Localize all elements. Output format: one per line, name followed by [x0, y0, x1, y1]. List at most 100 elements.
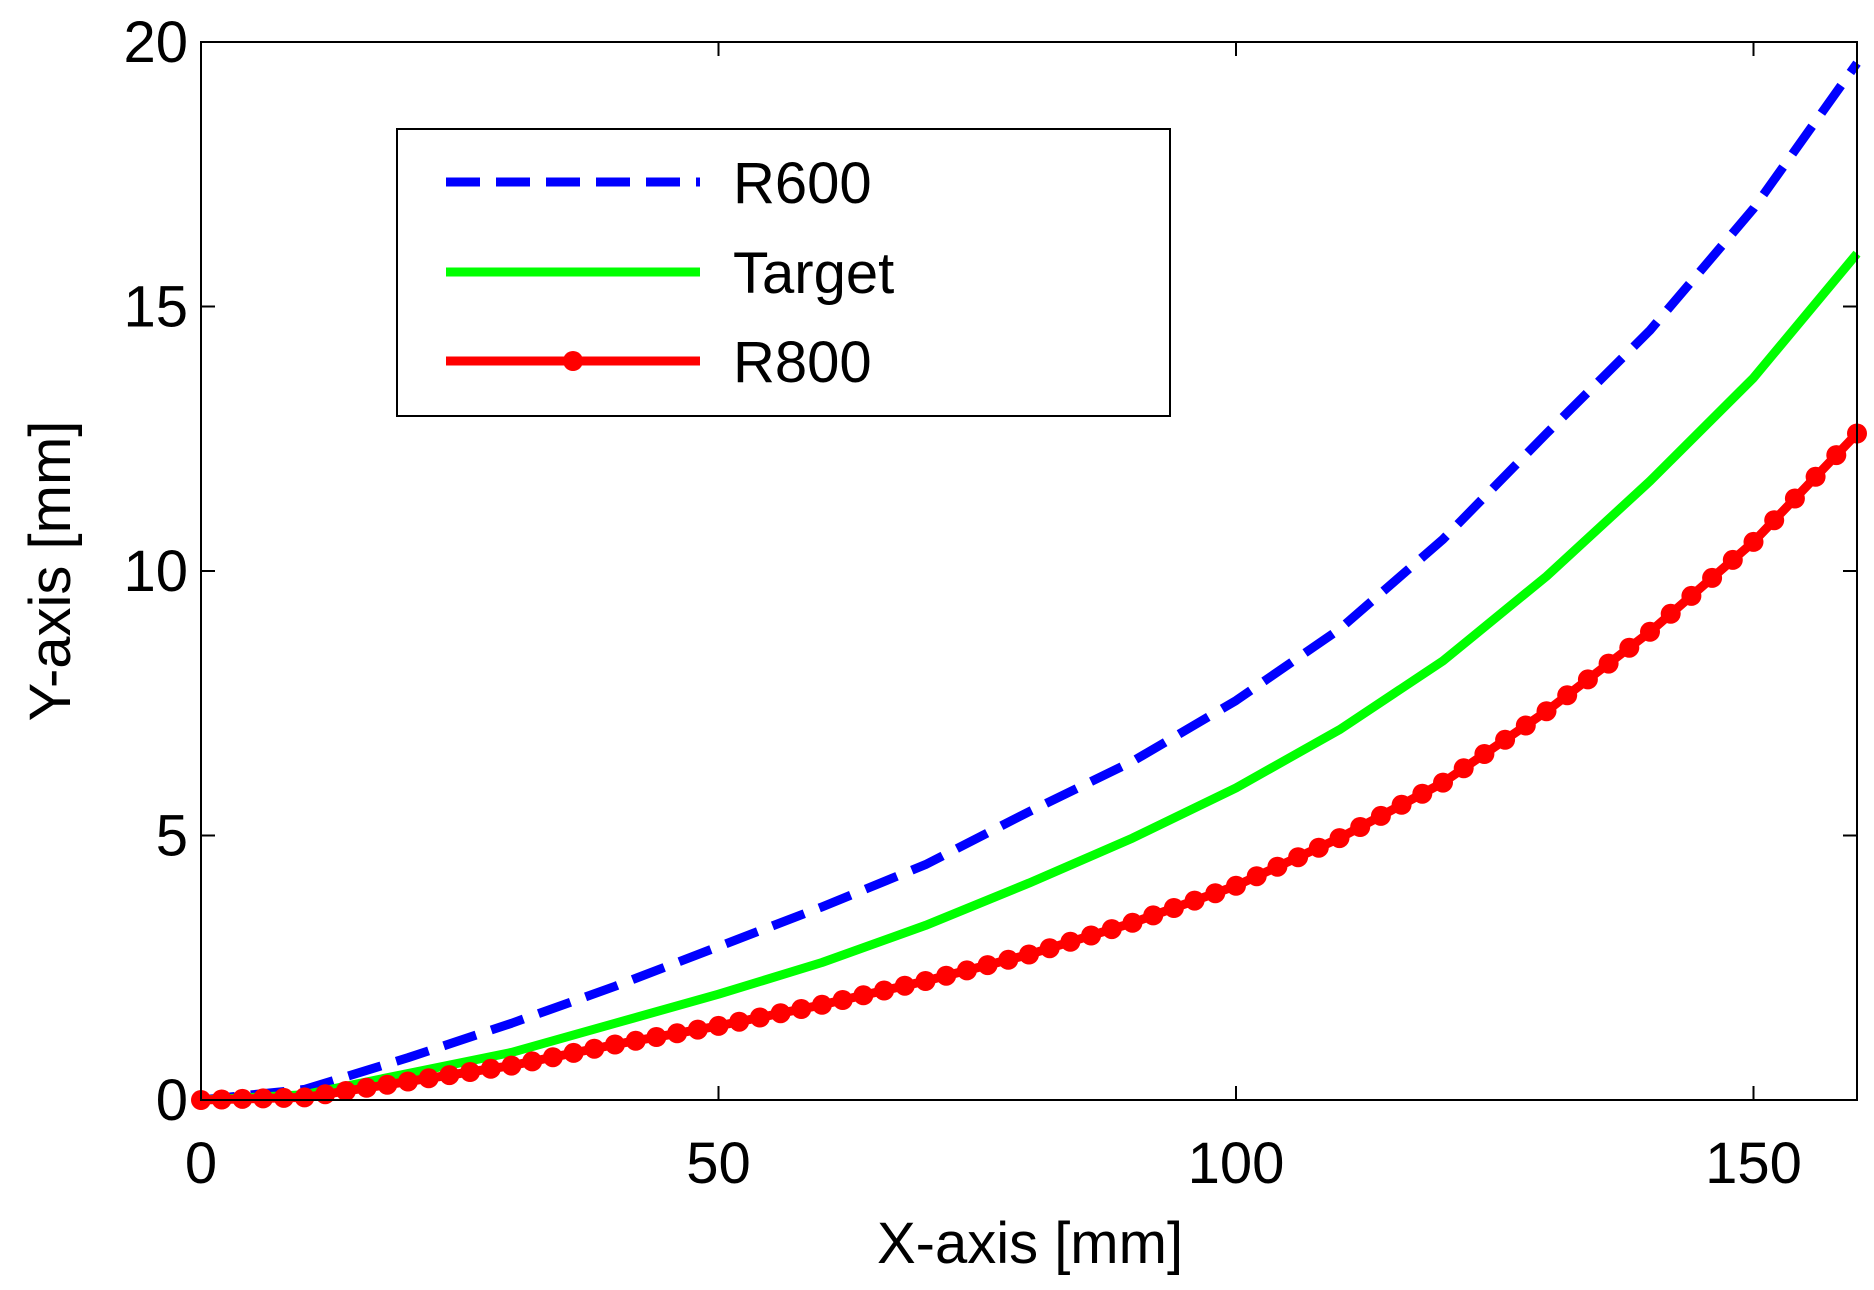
- series-marker-r800: [1495, 729, 1516, 750]
- series-marker-r800: [294, 1087, 315, 1108]
- x-tick-label: 0: [185, 1131, 217, 1196]
- series-marker-r800: [1122, 912, 1143, 933]
- legend-label-r800: R800: [733, 330, 872, 395]
- series-marker-r800: [874, 980, 895, 1001]
- x-tick-label: 100: [1188, 1131, 1285, 1196]
- series-marker-r800: [605, 1034, 625, 1055]
- series-marker-r800: [1743, 531, 1764, 552]
- series-marker-r800: [1702, 567, 1723, 588]
- legend: R600 Target R800: [396, 128, 1171, 417]
- series-marker-r800: [418, 1068, 439, 1089]
- series-marker-r800: [315, 1084, 336, 1105]
- series-marker-r800: [1101, 919, 1122, 940]
- series-marker-r800: [542, 1047, 563, 1068]
- series-marker-r800: [273, 1087, 294, 1108]
- y-tick-label: 15: [123, 275, 188, 340]
- series-marker-r800: [770, 1003, 791, 1024]
- series-marker-r800: [501, 1055, 522, 1076]
- series-marker-r800: [1019, 944, 1039, 965]
- series-marker-r800: [1784, 488, 1805, 509]
- y-tick-label: 5: [156, 804, 188, 869]
- series-marker-r800: [791, 999, 812, 1019]
- series-marker-r800: [1329, 828, 1350, 849]
- series-marker-r800: [936, 965, 957, 986]
- series-line-target: [200, 250, 1861, 1105]
- series-marker-r800: [646, 1027, 667, 1047]
- series-markers-r800: [191, 423, 1867, 1110]
- series-marker-r800: [1184, 890, 1205, 911]
- y-tick-label: 0: [156, 1068, 188, 1133]
- series-marker-r800: [584, 1038, 605, 1059]
- series-marker-r800: [1681, 585, 1702, 606]
- series-marker-r800: [729, 1011, 750, 1032]
- series-line-r600: [200, 60, 1861, 1105]
- series-marker-r800: [1557, 685, 1578, 706]
- series-marker-r800: [398, 1071, 418, 1092]
- series-marker-r800: [1619, 637, 1640, 658]
- series-marker-r800: [1515, 715, 1536, 736]
- series-marker-r800: [1143, 905, 1164, 926]
- series-marker-r800: [1308, 837, 1329, 858]
- series-marker-r800: [1805, 466, 1826, 487]
- series-marker-r800: [377, 1074, 398, 1095]
- tick-layer: 0 50 100 150 0 5 10 15 20: [123, 10, 1857, 1196]
- series-marker-r800: [1226, 875, 1246, 896]
- series-marker-r800: [1577, 669, 1598, 690]
- series-marker-r800: [439, 1065, 460, 1086]
- series-marker-r800: [1598, 653, 1619, 674]
- series-marker-r800: [1536, 701, 1557, 722]
- series-marker-r800: [667, 1023, 688, 1044]
- series-marker-r800: [1350, 817, 1371, 837]
- legend-label-target: Target: [733, 241, 894, 306]
- series-marker-r800: [832, 990, 853, 1010]
- series-marker-r800: [1764, 510, 1785, 531]
- series-marker-r800: [1433, 772, 1453, 793]
- x-tick-label: 150: [1705, 1131, 1802, 1196]
- series-marker-r800: [1060, 931, 1081, 952]
- series-marker-r800: [253, 1088, 274, 1109]
- series-marker-r800: [356, 1077, 377, 1098]
- legend-label-r600: R600: [733, 151, 872, 216]
- series-marker-r800: [1722, 549, 1743, 570]
- series-marker-r800: [749, 1007, 770, 1028]
- series-marker-r800: [480, 1058, 501, 1079]
- series-marker-r800: [1267, 856, 1288, 877]
- series-marker-r800: [956, 960, 977, 981]
- series-marker-r800: [977, 955, 998, 976]
- legend-marker-r800: [563, 351, 583, 371]
- y-axis-label: Y-axis [mm]: [18, 421, 83, 722]
- series-marker-r800: [460, 1062, 481, 1082]
- y-tick-label: 10: [123, 539, 188, 604]
- y-tick-label: 20: [123, 10, 188, 75]
- series-marker-r800: [812, 994, 832, 1015]
- series-marker-r800: [1288, 847, 1309, 868]
- series-marker-r800: [687, 1019, 708, 1040]
- series-marker-r800: [1370, 805, 1391, 826]
- x-axis-label: X-axis [mm]: [877, 1211, 1183, 1276]
- series-marker-r800: [335, 1081, 356, 1101]
- series-marker-r800: [1081, 925, 1102, 946]
- series-marker-r800: [1412, 783, 1433, 804]
- series-marker-r800: [708, 1015, 729, 1036]
- series-marker-r800: [853, 985, 874, 1006]
- series-marker-r800: [1640, 621, 1660, 642]
- series-marker-r800: [522, 1051, 543, 1072]
- series-marker-r800: [915, 971, 936, 991]
- series-marker-r800: [1826, 445, 1847, 466]
- series-marker-r800: [1391, 794, 1412, 815]
- series-marker-r800: [894, 975, 915, 996]
- series-marker-r800: [625, 1030, 646, 1051]
- series-layer: [191, 60, 1867, 1110]
- series-marker-r800: [1474, 744, 1495, 764]
- series-marker-r800: [998, 949, 1019, 970]
- series-marker-r800: [1205, 883, 1226, 904]
- series-marker-r800: [1163, 898, 1184, 918]
- series-marker-r800: [1453, 758, 1474, 779]
- series-marker-r800: [232, 1088, 253, 1109]
- series-marker-r800: [1039, 938, 1060, 959]
- series-marker-r800: [1246, 866, 1267, 887]
- series-marker-r800: [1660, 603, 1681, 624]
- x-tick-label: 50: [686, 1131, 751, 1196]
- series-marker-r800: [563, 1042, 584, 1063]
